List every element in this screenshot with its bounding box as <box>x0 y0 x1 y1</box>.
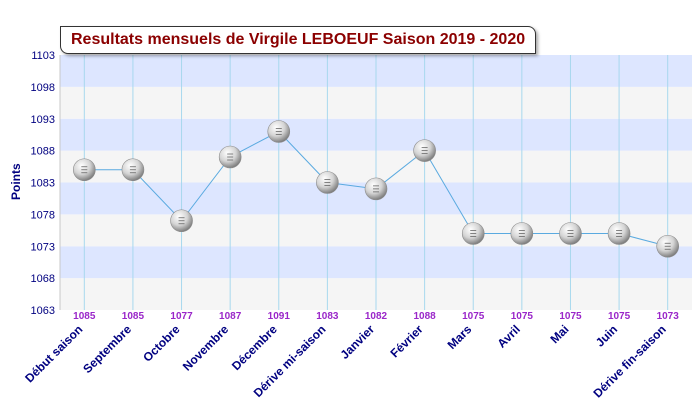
y-tick-label: 1078 <box>31 209 55 221</box>
data-label: 1075 <box>608 311 631 322</box>
x-category-label: Septembre <box>80 322 134 376</box>
y-tick-label: 1103 <box>31 50 55 62</box>
y-tick-label: 1068 <box>31 273 55 285</box>
data-point <box>510 222 534 245</box>
data-point <box>316 171 339 194</box>
y-tick-label: 1093 <box>31 114 55 126</box>
chart-title-box: Resultats mensuels de Virgile LEBOEUF Sa… <box>60 26 537 54</box>
data-label: 1083 <box>316 311 339 322</box>
y-tick-label: 1083 <box>31 178 55 190</box>
x-category-label: Octobre <box>140 322 183 365</box>
x-category-label: Décembre <box>229 322 280 373</box>
data-labels: 1085 1085 1077 1087 1091 1083 1082 1088 1075 1075… <box>73 311 679 322</box>
data-label: 1087 <box>219 311 242 322</box>
x-category-label: Novembre <box>180 322 232 374</box>
y-axis-ticks: 1063 1068 1073 1078 1083 1088 1093 1098 1103 <box>31 50 55 317</box>
data-point <box>413 139 436 162</box>
data-point <box>170 209 193 233</box>
data-point <box>218 145 242 169</box>
y-tick-label: 1063 <box>31 305 55 317</box>
data-label: 1088 <box>413 311 436 322</box>
data-label: 1085 <box>73 311 96 322</box>
data-label: 1075 <box>559 311 582 322</box>
y-tick-label: 1098 <box>31 82 55 94</box>
data-point <box>364 177 388 201</box>
data-label: 1077 <box>170 311 193 322</box>
data-point <box>121 158 145 182</box>
x-category-label: Avril <box>495 322 523 350</box>
x-category-label: Début saison <box>22 322 85 385</box>
y-tick-label: 1073 <box>31 241 55 253</box>
data-label: 1075 <box>462 311 485 322</box>
data-point <box>559 222 582 245</box>
data-point <box>267 120 291 143</box>
data-label: 1091 <box>268 311 291 322</box>
x-category-label: Juin <box>593 322 620 349</box>
chart-title: Resultats mensuels de Virgile LEBOEUF Sa… <box>71 31 526 48</box>
x-category-label: Février <box>388 322 426 360</box>
y-tick-label: 1088 <box>31 146 55 158</box>
x-category-label: Janvier <box>338 322 378 362</box>
data-label: 1075 <box>511 311 534 322</box>
data-label: 1085 <box>122 311 145 322</box>
data-label: 1073 <box>657 311 680 322</box>
x-category-label: Mars <box>445 322 475 352</box>
data-label: 1082 <box>365 311 388 322</box>
data-point <box>73 158 96 182</box>
data-points <box>73 120 679 258</box>
x-category-label: Mai <box>548 322 572 346</box>
data-point <box>656 234 679 258</box>
data-point <box>461 222 485 245</box>
data-point <box>607 222 631 245</box>
y-axis-label: Points <box>9 163 23 200</box>
